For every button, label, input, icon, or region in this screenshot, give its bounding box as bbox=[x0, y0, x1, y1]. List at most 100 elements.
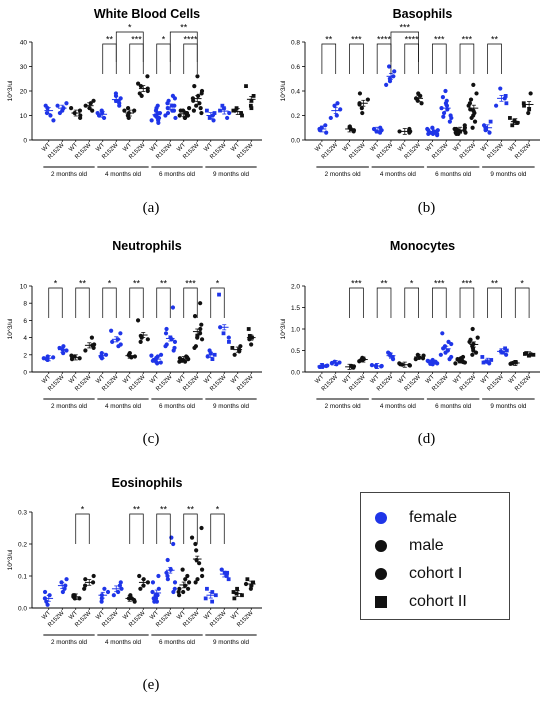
data-point bbox=[247, 333, 252, 338]
data-point bbox=[165, 557, 170, 563]
data-point bbox=[210, 599, 215, 604]
significance-label: ** bbox=[106, 35, 114, 45]
y-tick-label: 1.0 bbox=[291, 327, 300, 334]
data-point bbox=[468, 337, 473, 342]
data-point bbox=[470, 352, 475, 357]
significance-bracket bbox=[156, 513, 171, 544]
x-tick-label: WT bbox=[397, 142, 408, 153]
significance-label: *** bbox=[434, 279, 445, 289]
chart-panel-1: White Blood Cells01020304010^3/ulWTR152W… bbox=[7, 7, 262, 216]
data-point bbox=[528, 91, 533, 96]
data-point bbox=[441, 110, 447, 116]
data-point bbox=[524, 351, 529, 355]
significance-bracket bbox=[156, 287, 171, 318]
significance-label: ** bbox=[491, 35, 499, 45]
data-point bbox=[198, 326, 203, 332]
data-point bbox=[64, 348, 69, 353]
data-point bbox=[483, 128, 488, 133]
legend-item-cohort-2: cohort II bbox=[375, 591, 467, 613]
x-tick-label: WT bbox=[149, 610, 160, 621]
data-point bbox=[413, 357, 418, 362]
data-point bbox=[369, 363, 375, 368]
data-point bbox=[199, 91, 204, 96]
panel-label: (e) bbox=[143, 677, 160, 693]
data-point bbox=[441, 114, 446, 119]
significance-bracket bbox=[102, 43, 117, 74]
data-point bbox=[444, 98, 449, 103]
significance-label: *** bbox=[462, 35, 473, 45]
y-axis-label: 10^3/ul bbox=[280, 80, 287, 101]
group-label: 2 months old bbox=[51, 639, 88, 646]
data-point bbox=[169, 535, 174, 540]
significance-bracket bbox=[404, 287, 419, 318]
data-point bbox=[501, 350, 505, 355]
data-point bbox=[527, 107, 532, 112]
data-point bbox=[105, 589, 111, 595]
cohort-1-marker-icon bbox=[375, 568, 387, 580]
data-point bbox=[203, 596, 208, 601]
data-point bbox=[397, 129, 402, 134]
data-point bbox=[503, 346, 507, 351]
data-point bbox=[57, 110, 62, 116]
data-point bbox=[469, 115, 474, 121]
data-point bbox=[205, 586, 209, 591]
data-point bbox=[504, 352, 509, 357]
data-point bbox=[194, 103, 199, 108]
data-point bbox=[51, 118, 56, 123]
group-label: 2 months old bbox=[51, 403, 88, 410]
panel-label: (d) bbox=[418, 431, 436, 447]
significance-bracket bbox=[129, 287, 144, 318]
data-point bbox=[170, 108, 175, 113]
data-point bbox=[449, 341, 454, 347]
data-point bbox=[99, 108, 104, 113]
data-point bbox=[226, 577, 231, 582]
data-point bbox=[407, 363, 412, 368]
data-point bbox=[244, 84, 248, 88]
y-tick-label: 0.0 bbox=[18, 606, 27, 613]
data-point bbox=[77, 356, 82, 361]
data-point bbox=[69, 357, 75, 362]
data-point bbox=[510, 123, 515, 128]
group-label: 2 months old bbox=[325, 403, 362, 410]
legend-label: cohort II bbox=[409, 593, 467, 610]
data-point bbox=[145, 88, 150, 94]
data-point bbox=[150, 589, 155, 595]
male-marker-icon bbox=[375, 540, 387, 552]
significance-bracket bbox=[487, 43, 502, 74]
data-point bbox=[226, 335, 231, 340]
significance-bracket bbox=[459, 43, 475, 74]
data-point bbox=[227, 110, 232, 116]
data-point bbox=[158, 360, 163, 365]
x-tick-label: WT bbox=[230, 142, 241, 153]
data-point bbox=[195, 74, 200, 79]
y-axis-label: 10^3/ul bbox=[7, 549, 14, 570]
x-tick-label: WT bbox=[122, 142, 133, 153]
data-point bbox=[365, 97, 370, 102]
data-point bbox=[41, 356, 46, 361]
data-point bbox=[170, 305, 176, 310]
y-tick-label: 0.4 bbox=[291, 89, 300, 96]
data-point bbox=[494, 103, 499, 108]
data-point bbox=[211, 118, 216, 123]
x-tick-label: WT bbox=[176, 610, 187, 621]
significance-label: * bbox=[128, 23, 132, 33]
y-tick-label: 2.0 bbox=[291, 284, 300, 291]
significance-label: ** bbox=[325, 35, 333, 45]
x-tick-label: WT bbox=[230, 610, 241, 621]
y-axis-label: 10^3/ul bbox=[7, 80, 14, 101]
data-point bbox=[234, 106, 239, 111]
group-label: 4 months old bbox=[105, 639, 142, 646]
y-axis-label: 10^3/ul bbox=[280, 318, 287, 339]
y-tick-label: 0 bbox=[23, 370, 27, 377]
data-point bbox=[62, 586, 67, 591]
x-tick-label: WT bbox=[508, 142, 519, 153]
data-point bbox=[91, 573, 96, 579]
data-point bbox=[109, 328, 114, 333]
data-point bbox=[225, 115, 230, 121]
data-point bbox=[334, 113, 339, 118]
data-point bbox=[184, 113, 190, 118]
y-tick-label: 0.0 bbox=[291, 138, 300, 145]
data-point bbox=[473, 350, 479, 355]
data-point bbox=[177, 593, 182, 598]
